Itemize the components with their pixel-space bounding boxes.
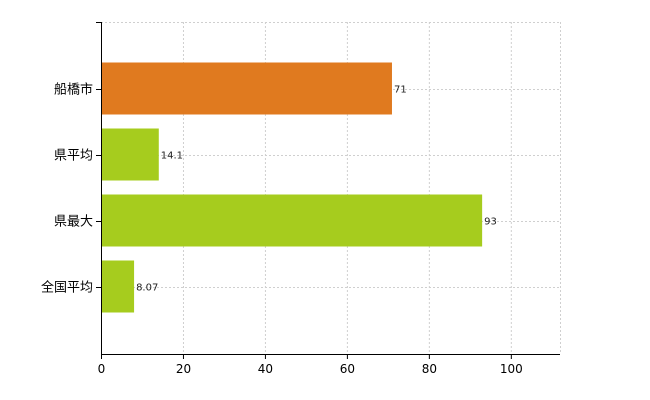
category-label: 県最大 [54, 215, 93, 230]
x-tick-label: 20 [176, 362, 191, 376]
data-label: 71 [394, 85, 407, 96]
axes [96, 22, 560, 359]
x-tick-label: 80 [422, 362, 437, 376]
bar [102, 194, 483, 247]
x-tick-label: 60 [340, 362, 355, 376]
category-label: 船橋市 [54, 82, 93, 98]
data-label: 93 [484, 217, 497, 228]
data-label: 14.1 [161, 151, 183, 162]
x-tick-label: 0 [98, 362, 106, 376]
category-label: 全国平均 [41, 280, 93, 296]
bar [102, 62, 392, 115]
category-label: 県平均 [54, 149, 93, 164]
bar [102, 128, 159, 181]
x-tick-label: 100 [500, 362, 523, 376]
data-label: 8.07 [136, 283, 158, 294]
x-tick-label: 40 [258, 362, 273, 376]
bars [102, 62, 483, 313]
bar [102, 260, 135, 313]
